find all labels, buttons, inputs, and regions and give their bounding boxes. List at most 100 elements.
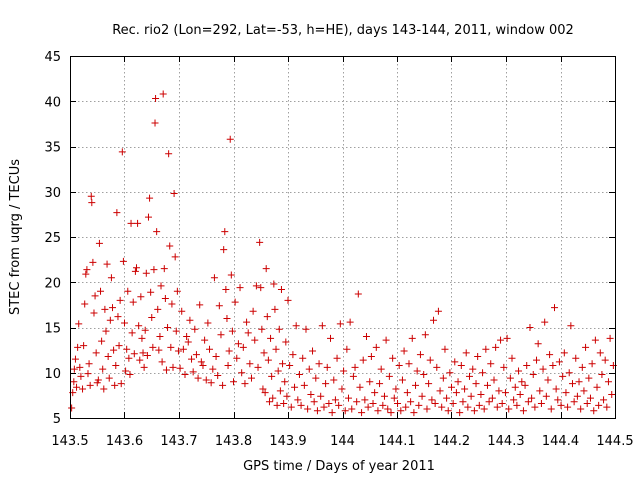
data-point [223,314,231,322]
x-tick-label: 144.5 [596,434,633,449]
data-point [523,362,531,370]
data-point [500,363,508,371]
data-point [292,322,300,330]
data-point [539,365,547,373]
data-point [549,362,557,370]
data-point [77,372,85,380]
data-point [287,403,295,411]
data-point [385,372,393,380]
data-point [305,365,313,373]
data-point [272,345,280,353]
data-point [598,371,606,379]
data-point [374,407,382,415]
data-point [533,356,541,364]
data-point [412,381,420,389]
data-point [470,407,478,415]
data-point [531,403,539,411]
data-point [79,385,87,393]
data-point [573,392,581,400]
data-point [222,285,230,293]
data-point [219,381,227,389]
data-point [400,347,408,355]
data-point [376,380,384,388]
data-point [89,258,97,266]
data-point [116,296,124,304]
data-point [601,356,609,364]
data-point [568,380,576,388]
data-point [328,409,336,417]
axis-ticks [70,56,616,419]
data-point [85,360,93,368]
data-point [336,320,344,328]
data-point [276,387,284,395]
data-point [209,365,217,373]
data-point [162,366,170,374]
data-point [131,267,139,275]
data-point [346,318,354,326]
data-point [73,383,81,391]
data-point [130,350,138,358]
data-point [183,333,191,341]
data-point [265,398,273,406]
data-point [343,345,351,353]
data-point [559,372,567,380]
data-point [487,360,495,368]
data-point [168,300,176,308]
data-point [212,352,220,360]
data-point [91,292,99,300]
chart-title: Rec. rio2 (Lon=292, Lat=-53, h=HE), days… [112,23,574,38]
data-point [119,257,127,265]
data-point [590,407,598,415]
data-point [595,401,603,409]
data-point [280,400,288,408]
data-point [201,336,209,344]
data-point [461,385,469,393]
data-point [226,135,234,143]
data-point [446,369,454,377]
data-point [152,95,160,103]
data-point [603,403,611,411]
data-point [137,293,145,301]
data-point [171,253,179,261]
data-point [117,380,125,388]
data-point [327,334,335,342]
data-point [341,407,349,415]
data-point [389,354,397,362]
data-point [122,367,130,375]
data-point [158,358,166,366]
data-point [262,265,270,273]
data-point [439,374,447,382]
data-point [351,363,359,371]
data-point [464,403,472,411]
data-point [202,376,210,384]
data-point [462,349,470,357]
data-point [102,327,110,335]
data-point [70,365,78,373]
data-point [557,401,565,409]
data-point [348,405,356,413]
data-point [233,354,241,362]
data-point [215,302,223,310]
data-point [395,362,403,370]
data-point [173,287,181,295]
data-point [330,376,338,384]
data-point [524,398,532,406]
x-tick-label: 143.9 [269,434,306,449]
data-point [397,407,405,415]
data-point [474,352,482,360]
data-point [377,365,385,373]
data-point [554,396,562,404]
data-point [196,301,204,309]
data-point [428,396,436,404]
data-point [325,400,333,408]
y-tick-label: 25 [44,231,61,246]
data-point [420,371,428,379]
data-point [295,371,303,379]
data-point [562,389,570,397]
data-point [121,319,128,327]
data-point [206,345,214,353]
data-point [221,228,229,236]
data-point [349,372,357,380]
data-point [260,349,268,357]
x-tick-label: 143.8 [215,434,252,449]
